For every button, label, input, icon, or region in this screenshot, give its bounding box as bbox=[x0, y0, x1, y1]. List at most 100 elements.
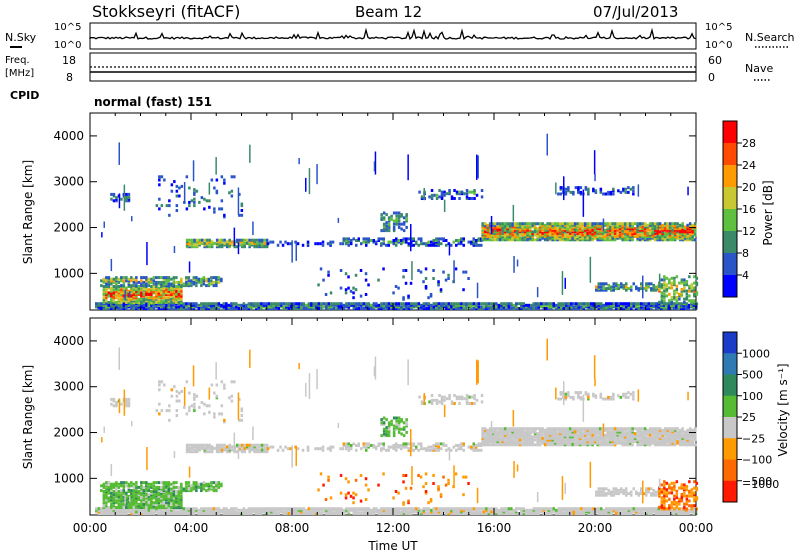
heatmap-cell bbox=[502, 302, 506, 306]
heatmap-cell bbox=[390, 302, 393, 306]
heatmap-cell bbox=[571, 231, 574, 235]
heatmap-cell bbox=[437, 445, 440, 449]
heatmap-cell bbox=[232, 305, 236, 309]
heatmap-cell bbox=[622, 287, 625, 291]
heatmap-cell bbox=[217, 508, 221, 512]
heatmap-cell bbox=[591, 231, 594, 235]
heatmap-cell bbox=[525, 508, 528, 512]
heatmap-cell bbox=[247, 507, 251, 511]
heatmap-cell bbox=[155, 510, 158, 514]
heatmap-cell bbox=[480, 302, 483, 306]
heatmap-cell bbox=[135, 493, 138, 497]
heatmap-cell bbox=[317, 283, 320, 287]
heatmap-cell bbox=[127, 297, 131, 301]
heatmap-cell bbox=[155, 501, 158, 505]
heatmap-cell bbox=[317, 512, 321, 515]
heatmap-cell bbox=[566, 236, 569, 240]
heatmap-cell bbox=[115, 293, 118, 296]
heatmap-cell bbox=[300, 508, 303, 512]
heatmap-cell bbox=[205, 508, 208, 512]
heatmap-cell bbox=[422, 302, 426, 306]
heatmap-cell bbox=[455, 192, 459, 196]
heatmap-cell bbox=[270, 302, 273, 306]
heatmap-cell bbox=[450, 510, 453, 514]
heatmap-cell bbox=[594, 189, 598, 193]
heatmap-cell bbox=[347, 307, 351, 310]
heatmap-cell bbox=[284, 445, 287, 449]
heatmap-cell bbox=[285, 303, 288, 307]
heatmap-cell bbox=[498, 427, 502, 431]
heatmap-cell bbox=[380, 447, 383, 451]
heatmap-cell bbox=[417, 302, 421, 306]
heatmap-cell bbox=[332, 508, 336, 512]
heatmap-cell bbox=[437, 508, 441, 512]
heatmap-cell bbox=[337, 510, 341, 514]
heatmap-cell bbox=[501, 225, 504, 229]
heatmap-cell bbox=[512, 204, 515, 222]
heatmap-cell bbox=[145, 279, 148, 283]
heatmap-cell bbox=[248, 450, 251, 454]
heatmap-cell bbox=[541, 231, 544, 235]
heatmap-cell bbox=[137, 496, 141, 500]
heatmap-cell bbox=[382, 447, 385, 451]
heatmap-cell bbox=[330, 303, 333, 307]
heatmap-cell bbox=[102, 279, 106, 283]
heatmap-cell bbox=[167, 487, 171, 491]
heatmap-cell bbox=[339, 447, 342, 451]
heatmap-cell bbox=[582, 307, 585, 310]
heatmap-cell bbox=[417, 303, 421, 307]
heatmap-cell bbox=[528, 427, 532, 431]
heatmap-cell bbox=[503, 227, 507, 231]
heatmap-cell bbox=[277, 307, 281, 310]
heatmap-cell bbox=[125, 506, 128, 509]
heatmap-cell bbox=[170, 489, 173, 493]
heatmap-cell bbox=[402, 216, 406, 220]
heatmap-cell bbox=[596, 238, 599, 242]
heatmap-cell bbox=[167, 484, 171, 488]
heatmap-cell bbox=[122, 299, 126, 303]
heatmap-cell bbox=[327, 508, 331, 512]
heatmap-cell bbox=[344, 272, 348, 276]
heatmap-cell bbox=[217, 276, 221, 280]
heatmap-cell bbox=[175, 510, 178, 514]
heatmap-cell bbox=[617, 307, 620, 310]
heatmap-cell bbox=[197, 508, 201, 512]
heatmap-cell bbox=[215, 487, 218, 491]
heatmap-cell bbox=[462, 288, 465, 292]
heatmap-cell bbox=[145, 299, 148, 303]
heatmap-cell bbox=[330, 305, 333, 309]
heatmap-cell bbox=[503, 228, 507, 232]
heatmap-cell bbox=[160, 487, 163, 491]
heatmap-cell bbox=[618, 228, 622, 232]
heatmap-cell bbox=[536, 230, 539, 234]
heatmap-cell bbox=[185, 277, 188, 281]
heatmap-cell bbox=[205, 443, 209, 447]
heatmap-cell bbox=[198, 200, 201, 204]
heatmap-cell bbox=[265, 508, 268, 512]
heatmap-cell bbox=[185, 282, 188, 286]
heatmap-cell bbox=[210, 245, 214, 249]
heatmap-cell bbox=[240, 240, 244, 244]
heatmap-cell bbox=[352, 296, 355, 300]
heatmap-cell bbox=[337, 307, 341, 310]
heatmap-cell bbox=[177, 301, 181, 304]
heatmap-cell bbox=[660, 300, 664, 304]
heatmap-cell bbox=[625, 307, 628, 310]
heatmap-cell bbox=[160, 276, 163, 280]
heatmap-cell bbox=[422, 280, 425, 284]
heatmap-cell bbox=[218, 443, 221, 447]
heatmap-cell bbox=[435, 239, 438, 242]
heatmap-cell bbox=[165, 494, 168, 498]
heatmap-cell bbox=[342, 305, 346, 309]
heatmap-cell bbox=[493, 235, 497, 239]
heatmap-cell bbox=[202, 487, 206, 491]
heatmap-cell bbox=[577, 507, 580, 511]
heatmap-cell bbox=[506, 238, 509, 242]
heatmap-cell bbox=[200, 485, 203, 489]
heatmap-cell bbox=[510, 512, 513, 515]
heatmap-cell bbox=[652, 288, 655, 292]
heatmap-cell bbox=[523, 430, 527, 434]
heatmap-cell bbox=[122, 303, 125, 307]
heatmap-cell bbox=[375, 510, 378, 514]
heatmap-cell bbox=[372, 507, 376, 511]
